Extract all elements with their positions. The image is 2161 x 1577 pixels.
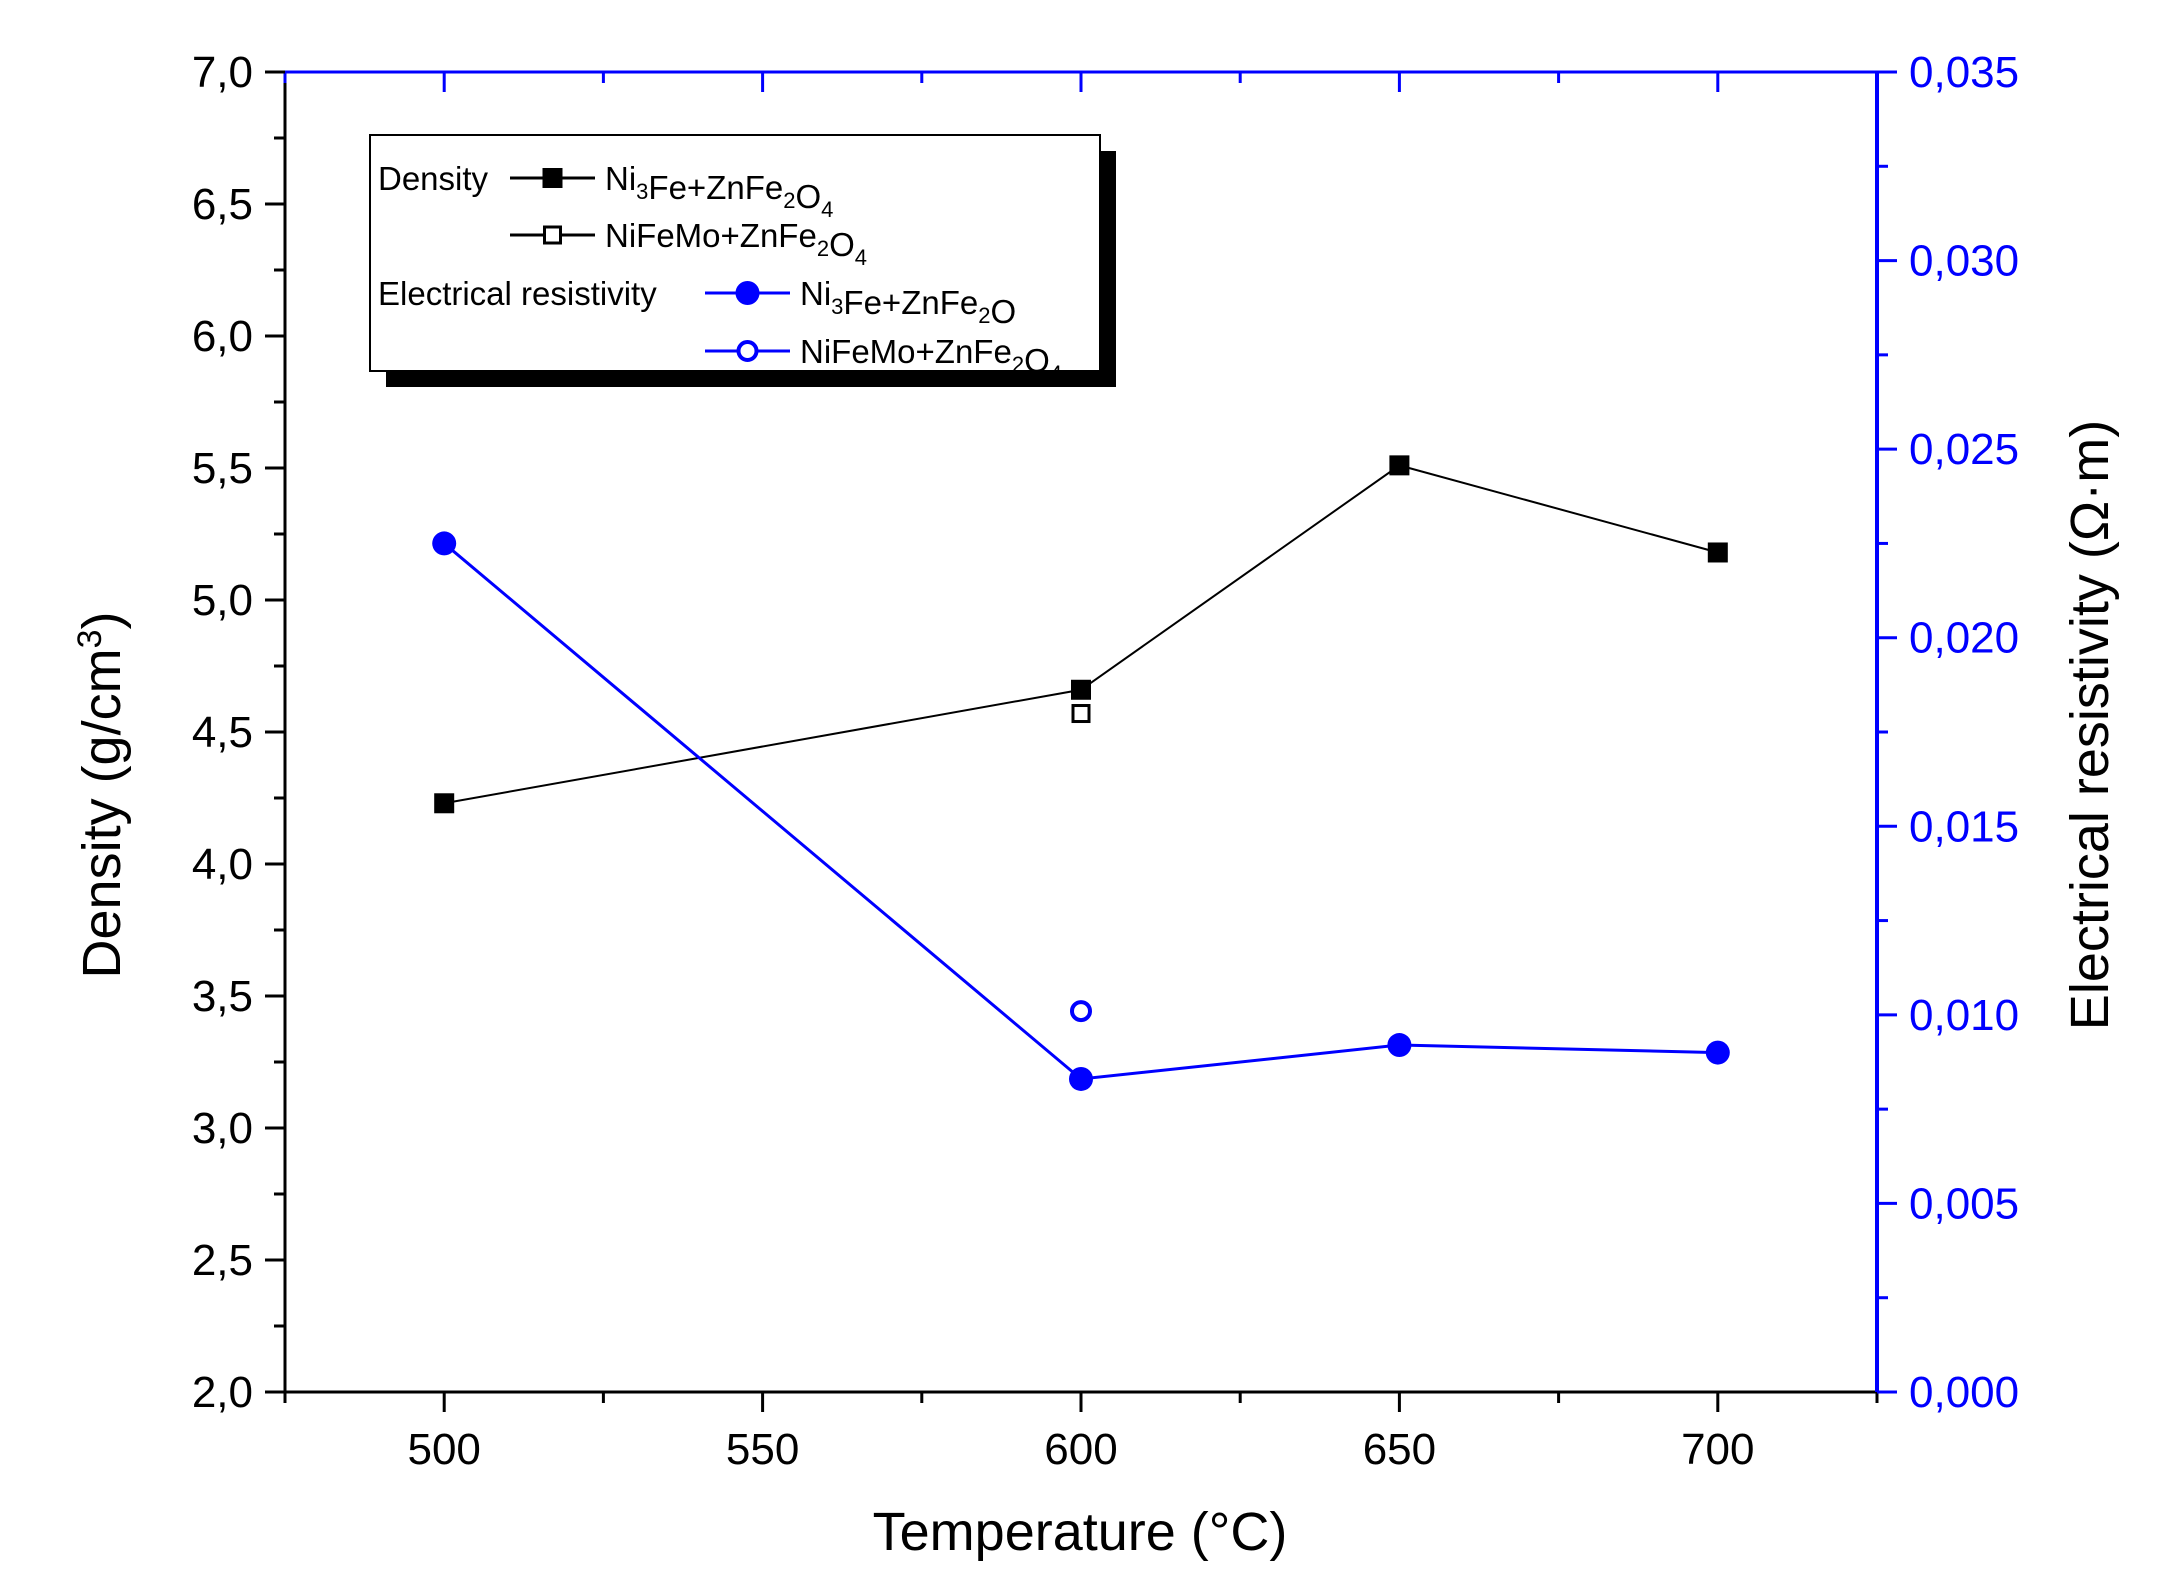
y-right-tick-label: 0,030: [1909, 237, 2019, 286]
legend-entry-label: NiFeMo+ZnFe2O4: [800, 333, 1062, 386]
y-left-tick-label: 6,5: [192, 180, 253, 229]
y-left-tick-label: 5,5: [192, 444, 253, 493]
y-right-tick-label: 0,000: [1909, 1368, 2019, 1417]
x-axis-title: Temperature (°C): [873, 1502, 1288, 1562]
y-left-tick-label: 2,0: [192, 1368, 253, 1417]
series-2-point: [1387, 1033, 1412, 1058]
y-left-tick-label: 7,0: [192, 48, 253, 97]
series-2-point: [432, 531, 457, 556]
y-axis-left-title-sup: 3: [71, 629, 109, 648]
series-0-point: [434, 793, 455, 814]
y-axis-left: 2,0 2,5 3,0 3,5 4,0 4,5 5,0 5,5 6,0 6,5 7,0: [192, 48, 285, 1417]
legend-label-part: NiFeMo+ZnFe: [800, 333, 1012, 370]
y-axis-left-title: Density (g/cm3): [71, 612, 132, 979]
legend-entry-label: Ni3Fe+ZnFe2O4: [605, 160, 833, 222]
y-right-tick-label: 0,035: [1909, 48, 2019, 97]
legend-label-part: Ni: [605, 160, 636, 197]
y-right-tick-label: 0,005: [1909, 1179, 2019, 1228]
legend-label-part: Fe+ZnFe: [648, 169, 783, 206]
series-3-point: [1070, 1000, 1092, 1023]
series-0-line: [444, 464, 1719, 805]
legend-label-subscript: 4: [855, 245, 867, 270]
series-0-point: [1071, 679, 1091, 700]
y-axis-right: 0,000 0,005 0,010 0,015 0,020 0,025 0,030 0,035: [1877, 48, 2019, 1417]
legend-label-subscript: 2: [1012, 352, 1024, 377]
y-left-tick-label: 2,5: [192, 1236, 253, 1285]
y-right-tick-label: 0,020: [1909, 614, 2019, 663]
legend-swatch-marker: [736, 340, 759, 362]
y-left-tick-label: 4,5: [192, 708, 253, 757]
legend-label-part: NiFeMo+ZnFe: [605, 217, 817, 254]
legend-group-density: Density: [378, 160, 489, 197]
y-left-tick-label: 3,5: [192, 972, 253, 1021]
legend-label-part: O: [829, 226, 855, 263]
x-tick-label: 500: [407, 1425, 480, 1474]
series-0-point: [1707, 542, 1728, 563]
legend-label-subscript: 3: [831, 294, 843, 319]
y-left-tick-label: 6,0: [192, 312, 253, 361]
x-axis: 500 550 600 650 700: [283, 72, 1879, 1474]
series-2-line: [443, 542, 1718, 1081]
x-tick-label: 650: [1363, 1425, 1436, 1474]
legend-label-part: O: [1024, 342, 1050, 379]
legend-entry-label: Ni3Fe+ZnFe2O: [800, 275, 1016, 330]
legend-label-subscript: 4: [1050, 361, 1062, 386]
legend-swatch-marker: [735, 281, 760, 305]
legend-label-part: Ni: [800, 275, 831, 312]
series-2-point: [1069, 1066, 1093, 1091]
series-3: [1070, 1000, 1092, 1023]
series-1-point: [1071, 704, 1091, 724]
y-axis-left-title-main: Density (g/cm: [72, 648, 132, 978]
series-2: [432, 531, 1730, 1091]
series-2-point: [1705, 1040, 1730, 1065]
y-right-tick-label: 0,015: [1909, 802, 2019, 851]
legend-label-part: O: [990, 293, 1016, 330]
y-axis-left-title-tail: ): [72, 612, 132, 630]
legend-label-subscript: 2: [783, 188, 795, 213]
y-left-tick-label: 4,0: [192, 840, 253, 889]
legend-label-subscript: 4: [821, 197, 833, 222]
series-0: [434, 455, 1728, 814]
legend-label-part: O: [795, 178, 821, 215]
legend-label-subscript: 2: [817, 236, 829, 261]
legend-entry-label: NiFeMo+ZnFe2O4: [605, 217, 867, 270]
y-left-tick-label: 5,0: [192, 576, 253, 625]
legend-label-subscript: 2: [978, 303, 990, 328]
x-tick-label: 600: [1044, 1425, 1117, 1474]
series-1: [1071, 704, 1091, 724]
y-right-tick-label: 0,025: [1909, 425, 2019, 474]
legend-swatch-marker: [542, 168, 563, 188]
y-left-tick-label: 3,0: [192, 1104, 253, 1153]
y-right-tick-label: 0,010: [1909, 991, 2019, 1040]
series-layer: [432, 455, 1730, 1091]
legend-label-part: Fe+ZnFe: [843, 284, 978, 321]
legend-box: [369, 134, 1101, 372]
y-axis-right-title: Electrical resistivity (Ω·m): [2060, 420, 2120, 1030]
legend-swatch-marker: [543, 225, 562, 245]
x-tick-label: 700: [1681, 1425, 1754, 1474]
legend-label-subscript: 3: [636, 179, 648, 204]
series-0-point: [1389, 455, 1410, 476]
legend-group-electrical-resistivity: Electrical resistivity: [378, 275, 657, 312]
x-tick-label: 550: [726, 1425, 799, 1474]
